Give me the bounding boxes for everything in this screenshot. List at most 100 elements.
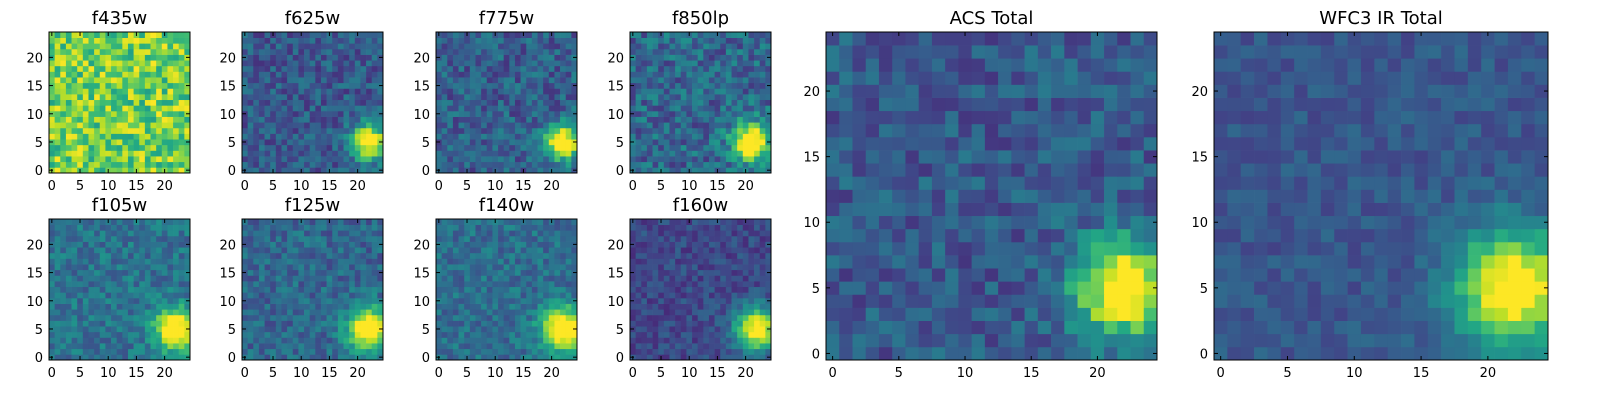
heatmap-cell (498, 94, 505, 101)
heatmap-cell (332, 348, 339, 355)
heatmap-cell (641, 139, 648, 146)
heatmap-cell (178, 281, 185, 288)
heatmap-cell (754, 281, 761, 288)
heatmap-cell (105, 139, 112, 146)
heatmap-cell (526, 331, 533, 338)
heatmap-cell (754, 286, 761, 293)
y-tick-label: 10 (26, 295, 43, 310)
heatmap-cell (287, 88, 294, 95)
heatmap-cell (458, 88, 465, 95)
heatmap-cell (127, 292, 134, 299)
heatmap-cell (641, 348, 648, 355)
heatmap-cell (447, 32, 454, 38)
heatmap-cell (725, 354, 732, 361)
heatmap-cell (703, 65, 710, 72)
heatmap-cell (630, 99, 636, 106)
heatmap-cell (543, 127, 550, 134)
heatmap-cell (343, 48, 350, 55)
heatmap-cell (315, 150, 322, 157)
heatmap-cell (486, 252, 493, 259)
heatmap-cell (111, 77, 118, 84)
heatmap-cell (320, 264, 327, 271)
heatmap-cell (371, 122, 378, 129)
heatmap-cell (150, 60, 157, 67)
heatmap-cell (77, 264, 84, 271)
heatmap-cell (492, 99, 499, 106)
heatmap-cell (366, 337, 373, 344)
heatmap-cell (669, 71, 676, 78)
heatmap-cell (122, 156, 129, 163)
heatmap-cell (309, 82, 316, 89)
heatmap-cell (161, 150, 168, 157)
heatmap-cell (139, 264, 146, 271)
heatmap-cell (304, 247, 311, 254)
heatmap-cell (133, 37, 140, 44)
heatmap-cell (275, 77, 282, 84)
heatmap-cell (765, 286, 772, 293)
heatmap-cell (77, 326, 84, 333)
heatmap-cell (320, 127, 327, 134)
heatmap-cell (287, 235, 294, 242)
heatmap-cell (714, 281, 721, 288)
heatmap-cell (492, 37, 499, 44)
heatmap-cell (332, 264, 339, 271)
heatmap-cell (652, 167, 659, 174)
heatmap-cell (635, 37, 642, 44)
y-tick-label: 15 (413, 267, 430, 282)
heatmap-cell (354, 133, 361, 140)
heatmap-cell (264, 127, 271, 134)
heatmap-cell (492, 133, 499, 140)
heatmap-cell (737, 348, 744, 355)
heatmap-cell (498, 110, 505, 117)
heatmap-cell (332, 127, 339, 134)
heatmap-cell (731, 331, 738, 338)
heatmap-cell (60, 314, 67, 321)
heatmap-cell (486, 326, 493, 333)
heatmap-cell (139, 309, 146, 316)
heatmap-cell (725, 320, 732, 327)
heatmap-cell (161, 105, 168, 112)
heatmap-cell (275, 60, 282, 67)
heatmap-cell (258, 219, 265, 225)
heatmap-cell (71, 343, 78, 350)
heatmap-cell (720, 133, 727, 140)
heatmap-cell (49, 286, 55, 293)
heatmap-cell (531, 71, 538, 78)
heatmap-cell (703, 326, 710, 333)
heatmap-cell (452, 235, 459, 242)
heatmap-cell (514, 127, 521, 134)
heatmap-cell (759, 99, 766, 106)
heatmap-cell (635, 343, 642, 350)
heatmap-cell (258, 37, 265, 44)
heatmap-cell (554, 309, 561, 316)
heatmap-cell (298, 235, 305, 242)
heatmap-cell (635, 156, 642, 163)
heatmap-cell (315, 331, 322, 338)
heatmap-cell (692, 94, 699, 101)
heatmap-cell (60, 264, 67, 271)
heatmap-cell (77, 303, 84, 310)
heatmap-cell (65, 258, 72, 265)
heatmap-cell (377, 32, 384, 38)
heatmap-cell (371, 37, 378, 44)
heatmap-cell (731, 71, 738, 78)
heatmap-cell (111, 314, 118, 321)
heatmap-cell (537, 331, 544, 338)
heatmap-cell (167, 110, 174, 117)
heatmap-cell (77, 331, 84, 338)
heatmap-cell (509, 110, 516, 117)
heatmap-cell (127, 224, 134, 231)
heatmap-cell (343, 354, 350, 361)
heatmap-cell (509, 235, 516, 242)
heatmap-cell (292, 71, 299, 78)
heatmap-cell (754, 326, 761, 333)
heatmap-cell (144, 43, 151, 50)
heatmap-cell (543, 82, 550, 89)
heatmap-cell (258, 292, 265, 299)
heatmap-cell (481, 139, 488, 146)
heatmap-cell (680, 320, 687, 327)
heatmap-cell (144, 65, 151, 72)
heatmap-cell (54, 348, 61, 355)
heatmap-cell (720, 60, 727, 67)
heatmap-cell (680, 37, 687, 44)
